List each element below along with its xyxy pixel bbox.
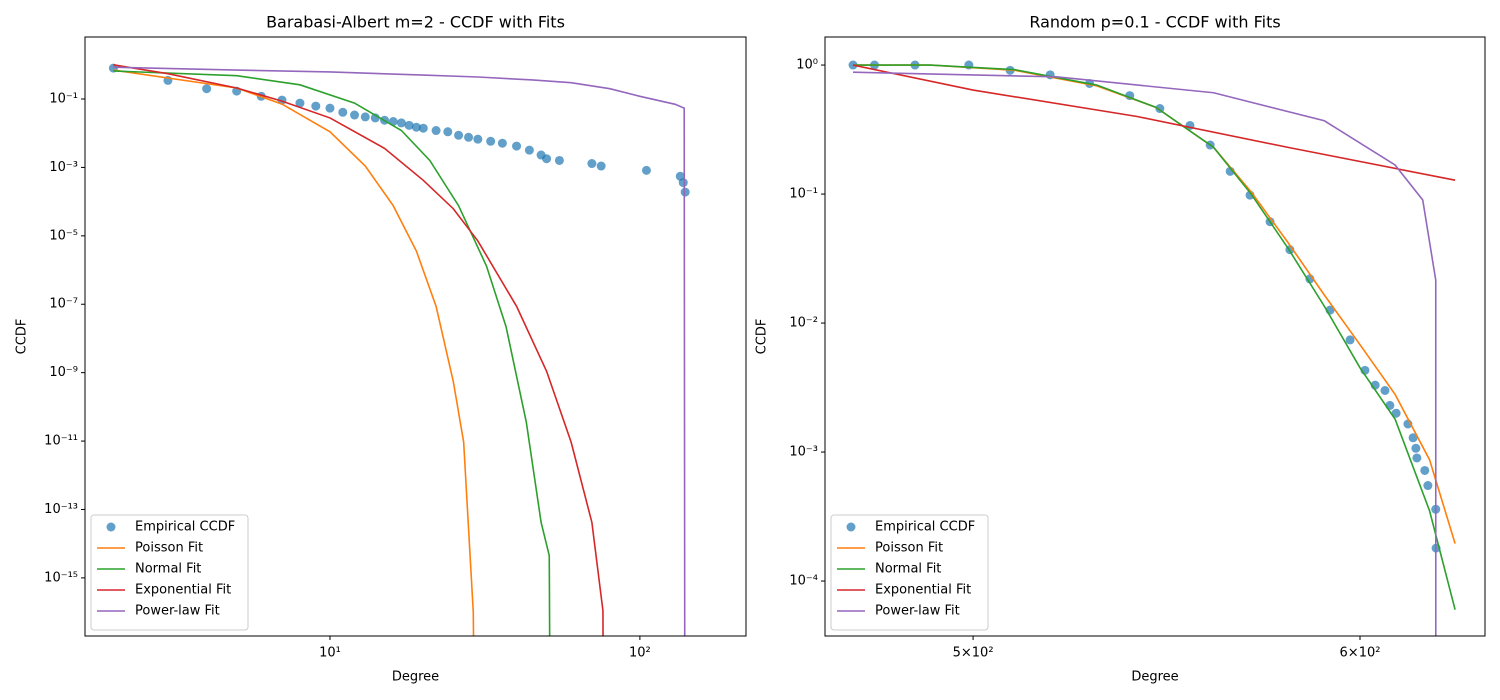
data-point bbox=[443, 127, 453, 137]
y-tick-label: 10⁻⁹ bbox=[49, 365, 78, 380]
y-tick-label: 10⁻¹⁵ bbox=[44, 570, 78, 585]
data-point bbox=[641, 165, 651, 175]
subplot: Random p=0.1 - CCDF with Fits Degree CCDF 5… bbox=[755, 13, 1486, 685]
data-point bbox=[1380, 386, 1390, 396]
data-point bbox=[1345, 335, 1355, 345]
x-tick-label: 10¹ bbox=[319, 646, 341, 661]
legend-label: Normal Fit bbox=[875, 562, 941, 577]
legend-box bbox=[830, 514, 989, 631]
legend-label: Poisson Fit bbox=[135, 541, 203, 556]
y-tick-label: 10⁰ bbox=[796, 58, 818, 73]
data-point bbox=[1411, 443, 1421, 453]
data-point bbox=[325, 103, 335, 113]
legend-box bbox=[90, 514, 249, 631]
legend: Empirical CCDF Poisson Fit Normal Fit Expon… bbox=[90, 514, 249, 631]
data-point bbox=[338, 107, 348, 117]
data-point bbox=[418, 123, 428, 133]
x-tick-label: 10² bbox=[629, 646, 651, 661]
data-point bbox=[524, 145, 534, 155]
x-axis-label: Degree bbox=[1131, 670, 1178, 685]
axes-frame bbox=[824, 36, 1486, 637]
x-axis-label: Degree bbox=[392, 670, 439, 685]
data-point bbox=[486, 136, 496, 146]
fit-line bbox=[113, 66, 686, 636]
data-point bbox=[587, 159, 597, 169]
legend-label: Empirical CCDF bbox=[875, 520, 975, 535]
y-tick-label: 10⁻³ bbox=[789, 445, 818, 460]
subplot: Barabasi-Albert m=2 - CCDF with Fits Degr… bbox=[15, 13, 747, 685]
data-point bbox=[404, 120, 414, 130]
legend-label: Normal Fit bbox=[135, 562, 201, 577]
y-tick-label: 10⁻¹¹ bbox=[44, 434, 78, 449]
data-point bbox=[1385, 400, 1395, 410]
legend-label: Power-law Fit bbox=[875, 604, 960, 619]
data-point bbox=[473, 134, 483, 144]
data-point bbox=[1408, 433, 1418, 443]
legend-label: Exponential Fit bbox=[875, 583, 971, 598]
plot-area bbox=[108, 63, 690, 636]
data-point bbox=[596, 161, 606, 171]
fit-line bbox=[113, 69, 475, 636]
chart-title: Random p=0.1 - CCDF with Fits bbox=[1029, 13, 1280, 32]
axes-frame bbox=[84, 36, 747, 637]
chart-title: Barabasi-Albert m=2 - CCDF with Fits bbox=[266, 13, 565, 32]
fit-line bbox=[113, 70, 551, 636]
data-point bbox=[1420, 465, 1430, 475]
y-tick-label: 10⁻³ bbox=[49, 160, 78, 175]
data-point bbox=[1412, 453, 1422, 463]
legend: Empirical CCDF Poisson Fit Normal Fit Expon… bbox=[830, 514, 989, 631]
plot-area bbox=[848, 60, 1456, 636]
data-point bbox=[202, 84, 212, 94]
legend-label: Poisson Fit bbox=[875, 541, 943, 556]
y-tick-label: 10⁻¹ bbox=[49, 92, 78, 107]
y-tick-label: 10⁻⁷ bbox=[49, 297, 78, 312]
x-tick-label: 6×10² bbox=[1340, 646, 1381, 661]
y-tick-label: 10⁻⁴ bbox=[789, 574, 818, 589]
data-point bbox=[678, 178, 688, 188]
legend-label: Exponential Fit bbox=[135, 583, 231, 598]
data-point bbox=[542, 154, 552, 164]
y-axis-label: CCDF bbox=[755, 319, 770, 355]
data-point bbox=[497, 138, 507, 148]
fit-line bbox=[113, 64, 604, 636]
fit-line bbox=[853, 64, 1456, 610]
legend-label: Power-law Fit bbox=[135, 604, 220, 619]
y-tick-label: 10⁻¹ bbox=[789, 187, 818, 202]
y-tick-label: 10⁻⁵ bbox=[49, 228, 78, 243]
y-tick-label: 10⁻² bbox=[789, 316, 818, 331]
data-point bbox=[680, 187, 690, 197]
legend-marker bbox=[846, 522, 856, 532]
x-tick-label: 5×10² bbox=[953, 646, 994, 661]
data-point bbox=[295, 98, 305, 108]
data-point bbox=[464, 132, 474, 142]
fit-line bbox=[853, 71, 1437, 636]
legend-marker bbox=[106, 522, 116, 532]
data-point bbox=[512, 141, 522, 151]
fit-line bbox=[852, 64, 1456, 182]
data-point bbox=[1423, 481, 1433, 491]
data-point bbox=[360, 112, 370, 122]
data-point bbox=[431, 126, 441, 136]
data-point bbox=[396, 118, 406, 128]
y-tick-label: 10⁻¹³ bbox=[44, 502, 78, 517]
data-point bbox=[311, 101, 321, 111]
data-point bbox=[411, 122, 421, 132]
data-point bbox=[350, 110, 360, 120]
data-point bbox=[554, 155, 564, 165]
data-point bbox=[1391, 408, 1401, 418]
y-axis-label: CCDF bbox=[15, 319, 30, 355]
legend-label: Empirical CCDF bbox=[135, 520, 235, 535]
data-point bbox=[454, 130, 464, 140]
